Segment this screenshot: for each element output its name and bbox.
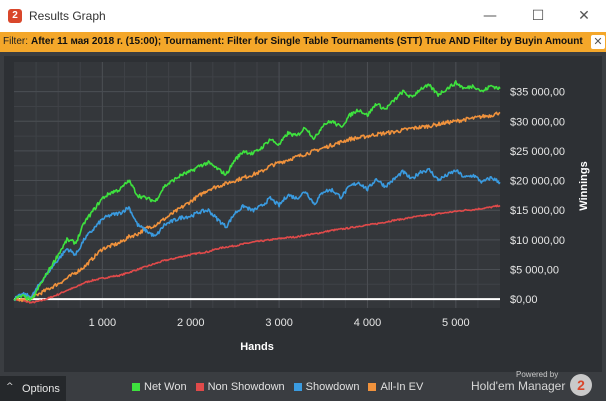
y-tick-label: $0,00 — [510, 294, 538, 306]
x-axis-title: Hands — [240, 341, 274, 353]
chart-panel: 1 000 2 000 3 000 4 000 5 000 $0,00 $5 000,00 $… — [4, 56, 602, 372]
y-axis-title: Winnings — [578, 161, 590, 210]
y-tick-label: $10 000,00 — [510, 235, 565, 247]
legend-label-net-won: Net Won — [144, 381, 187, 393]
y-tick-label: $15 000,00 — [510, 205, 565, 217]
legend-showdown[interactable]: Showdown — [293, 381, 360, 393]
series-line-non-showdown — [13, 204, 501, 304]
y-tick-label: $30 000,00 — [510, 116, 565, 128]
app-logo-icon: 2 — [8, 9, 22, 23]
brand-name: Hold'em Manager — [471, 379, 566, 393]
legend-net-won[interactable]: Net Won — [132, 381, 187, 393]
legend-label-showdown: Showdown — [305, 381, 360, 393]
series-line-showdown — [13, 167, 501, 302]
x-tick-label: 3 000 — [265, 317, 293, 329]
legend-non-showdown[interactable]: Non Showdown — [195, 381, 285, 393]
legend-swatch-showdown — [293, 383, 302, 391]
minimize-icon[interactable]: — — [483, 8, 497, 24]
x-tick-label: 4 000 — [354, 317, 382, 329]
maximize-icon[interactable]: ☐ — [531, 8, 545, 24]
chevron-up-icon: ^ — [6, 382, 14, 392]
series-line-net-won — [13, 80, 501, 302]
y-tick-label: $25 000,00 — [510, 146, 565, 158]
results-chart: 1 000 2 000 3 000 4 000 5 000 $0,00 $5 000,00 $… — [13, 62, 590, 353]
y-tick-label: $20 000,00 — [510, 176, 565, 188]
brand-logo-icon: 2 — [570, 374, 592, 396]
legend-label-non-showdown: Non Showdown — [207, 381, 285, 393]
series-line-all-in-ev — [13, 111, 501, 303]
legend-all-in-ev[interactable]: All-In EV — [368, 381, 423, 393]
y-tick-label: $5 000,00 — [510, 264, 559, 276]
close-icon[interactable]: ✕ — [578, 8, 590, 24]
window-title: Results Graph — [29, 9, 106, 23]
chart-legend: Net Won Non Showdown Showdown All-In EV — [132, 380, 432, 394]
options-button[interactable]: ^ Options — [0, 376, 66, 401]
x-tick-label: 5 000 — [442, 317, 470, 329]
legend-swatch-all-in-ev — [368, 383, 377, 391]
title-bar: 2 Results Graph — ☐ ✕ — [0, 0, 606, 32]
filter-label: Filter: — [3, 36, 28, 47]
y-tick-label: $35 000,00 — [510, 87, 565, 99]
powered-by-text: Powered by — [516, 370, 559, 379]
filter-bar: Filter: After 11 мая 2018 г. (15:00); To… — [0, 32, 606, 52]
options-label: Options — [22, 383, 60, 395]
legend-label-all-in-ev: All-In EV — [380, 381, 424, 393]
x-tick-label: 2 000 — [177, 317, 205, 329]
x-tick-label: 1 000 — [89, 317, 117, 329]
filter-close-icon[interactable]: ✕ — [591, 35, 605, 49]
legend-swatch-non-showdown — [195, 383, 204, 391]
filter-text: After 11 мая 2018 г. (15:00); Tournament… — [31, 36, 583, 47]
legend-swatch-net-won — [132, 383, 140, 391]
bottom-bar — [0, 375, 606, 401]
